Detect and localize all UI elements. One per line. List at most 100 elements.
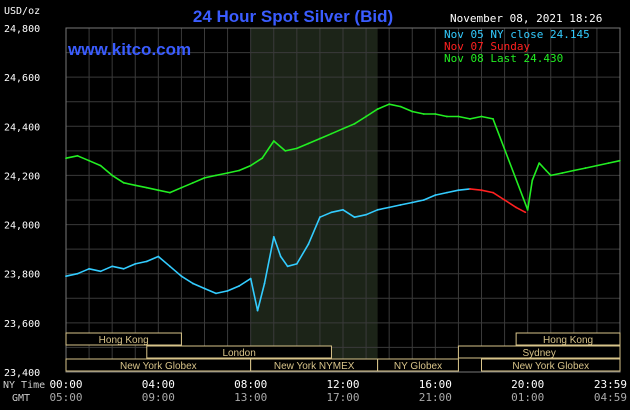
y-tick-label: 24,200 (4, 171, 40, 182)
legend-item-nov05: Nov 05 NY close 24.145 (444, 28, 590, 41)
data-point (411, 110, 414, 113)
x-tick-label-gmt: 04:59 (594, 391, 627, 404)
data-point (249, 164, 252, 167)
data-point (445, 115, 448, 118)
x-tick-label-ny: 12:00 (326, 378, 359, 391)
data-point (572, 169, 575, 172)
x-tick-label-gmt: 09:00 (142, 391, 175, 404)
data-point (434, 113, 437, 115)
data-point (376, 108, 379, 110)
data-point (286, 265, 289, 268)
data-point (284, 149, 287, 152)
session-bar (457, 345, 621, 359)
y-tick-label: 24,800 (4, 24, 40, 35)
data-point (203, 287, 206, 290)
data-point (411, 201, 414, 204)
data-point (538, 162, 541, 165)
data-point (76, 272, 79, 275)
data-point (376, 208, 379, 211)
data-point (203, 176, 206, 179)
data-point (215, 174, 217, 177)
data-point (249, 277, 252, 280)
data-point (445, 191, 448, 194)
x-tick-label-ny: 23:59 (594, 378, 627, 391)
data-point (434, 194, 437, 196)
data-point (134, 184, 137, 187)
data-point (238, 169, 241, 172)
y-tick-label: 24,600 (4, 73, 40, 84)
timestamp: November 08, 2021 18:26 (450, 12, 602, 25)
data-point (561, 172, 564, 174)
session-label: Hong Kong (543, 335, 593, 346)
data-point (531, 179, 534, 182)
series-line-nov-07 (469, 188, 526, 214)
data-point (457, 189, 460, 192)
data-point (353, 216, 356, 219)
x-tick-label-gmt: 13:00 (234, 391, 267, 404)
session-bar (515, 332, 621, 346)
x-tick-label-gmt: 21:00 (419, 391, 452, 404)
session-label: Sydney (523, 348, 556, 359)
x-tick-label-gmt: 05:00 (49, 391, 82, 404)
y-tick-label: 24,400 (4, 122, 40, 133)
data-point (226, 290, 229, 292)
y-tick-label: 23,800 (4, 270, 40, 281)
data-point (122, 181, 125, 184)
x-tick-label-ny: 20:00 (511, 378, 544, 391)
data-point (319, 216, 321, 219)
grid-layer (65, 27, 621, 373)
data-point (457, 115, 460, 118)
x-tick-label-gmt: 17:00 (326, 391, 359, 404)
data-point (618, 159, 621, 162)
y-tick-label: 23,600 (4, 319, 40, 330)
y-axis-unit-label: USD/oz (4, 6, 40, 17)
data-point (353, 122, 356, 125)
session-bar (146, 345, 332, 359)
data-point (607, 162, 610, 165)
session-bar (481, 358, 621, 372)
axis-layer: 24,800 24,600 24,400 24,200 24,000 23,800 23,6… (4, 24, 627, 404)
data-point (295, 262, 298, 265)
y-tick-label: 24,000 (4, 221, 40, 232)
data-point (65, 275, 67, 278)
x-tick-label-ny: 08:00 (234, 378, 267, 391)
data-point (342, 208, 344, 211)
session-label: New York NYMEX (274, 361, 355, 372)
session-label: New York Globex (120, 361, 197, 372)
ny-time-row-label: NY Time (3, 380, 45, 391)
data-point (99, 270, 102, 273)
session-bars: Hong Kong Hong Kong London Sydney New York G… (65, 332, 621, 372)
data-point (157, 189, 160, 192)
data-point (388, 103, 391, 106)
data-point (480, 115, 483, 118)
data-point (279, 255, 282, 258)
x-tick-label-gmt: 01:00 (511, 391, 544, 404)
data-point (88, 159, 90, 162)
data-point (192, 181, 194, 184)
session-bar (377, 358, 459, 372)
data-point (261, 157, 264, 160)
data-point (503, 199, 506, 201)
data-point (330, 132, 333, 135)
data-point (319, 137, 321, 140)
data-point (399, 204, 402, 206)
data-point (263, 282, 266, 285)
data-point (469, 188, 471, 190)
data-point (469, 118, 471, 120)
data-point (168, 191, 171, 194)
data-point (111, 174, 114, 177)
data-point (238, 285, 241, 287)
data-point (256, 309, 259, 312)
data-point (272, 140, 275, 142)
data-point (122, 267, 125, 270)
data-point (192, 282, 194, 285)
session-label: New York Globex (512, 361, 589, 372)
data-point (215, 292, 217, 295)
data-point (88, 267, 90, 270)
data-point (134, 262, 137, 265)
y-tick-label: 23,400 (4, 368, 40, 379)
data-point (524, 211, 527, 214)
session-label: NY Globex (394, 361, 442, 372)
plot-border (65, 27, 621, 373)
data-point (145, 260, 148, 263)
